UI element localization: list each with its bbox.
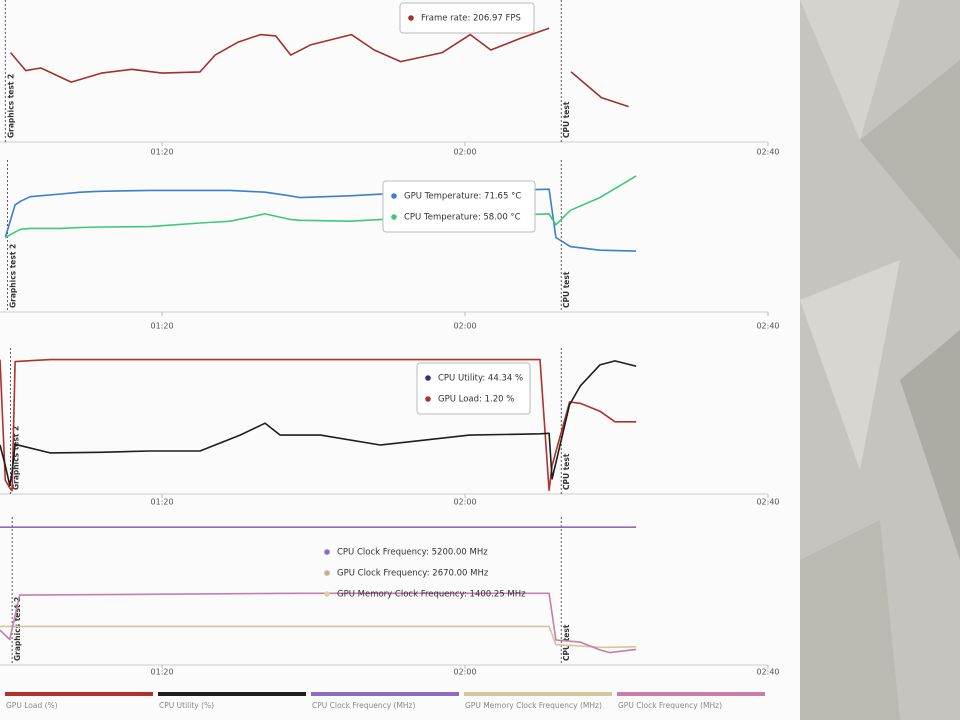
tooltip-dot bbox=[425, 396, 431, 402]
legend-label: CPU Clock Frequency (MHz) bbox=[312, 701, 415, 710]
x-tick-label: 02:40 bbox=[756, 148, 779, 157]
test-marker-label: CPU test bbox=[562, 271, 571, 308]
tooltip: Frame rate: 206.97 FPS bbox=[399, 2, 535, 34]
tooltip-box bbox=[399, 2, 535, 34]
facet bbox=[900, 330, 960, 560]
tooltip: CPU Clock Frequency: 5200.00 MHz GPU Cloc… bbox=[324, 548, 526, 600]
legend-swatch bbox=[617, 692, 765, 696]
tooltip-dot bbox=[324, 570, 330, 576]
facet bbox=[860, 60, 960, 260]
test-marker-label: Graphics test 2 bbox=[12, 426, 21, 490]
series-line bbox=[4, 188, 637, 252]
tooltip-text: GPU Memory Clock Frequency: 1400.25 MHz bbox=[337, 590, 526, 600]
tooltip-dot bbox=[324, 549, 330, 555]
tooltip: CPU Utility: 44.34 % GPU Load: 1.20 % bbox=[416, 362, 531, 415]
x-tick-label: 01:20 bbox=[151, 498, 174, 507]
test-marker-label: Graphics test 2 bbox=[9, 244, 18, 308]
tooltip-text: Frame rate: 206.97 FPS bbox=[421, 14, 521, 24]
tooltip-box bbox=[382, 180, 536, 233]
legend-swatch bbox=[158, 692, 306, 696]
tooltip-dot bbox=[391, 214, 397, 220]
series-line bbox=[0, 625, 637, 649]
test-marker-label: CPU test bbox=[562, 101, 571, 138]
facet bbox=[800, 520, 900, 720]
x-tick-label: 02:00 bbox=[454, 322, 477, 331]
tooltip-text: GPU Clock Frequency: 2670.00 MHz bbox=[337, 569, 489, 579]
legend-label: GPU Clock Frequency (MHz) bbox=[618, 701, 722, 710]
facet bbox=[800, 0, 900, 140]
x-tick-label: 02:00 bbox=[454, 498, 477, 507]
tooltip-dot bbox=[408, 15, 414, 21]
series-line bbox=[0, 360, 637, 487]
test-marker-label: Graphics test 2 bbox=[13, 597, 22, 661]
legend-swatch bbox=[311, 692, 459, 696]
test-marker-label: CPU test bbox=[562, 624, 571, 661]
tooltip-text: GPU Temperature: 71.65 °C bbox=[404, 192, 521, 202]
x-tick-label: 02:00 bbox=[454, 148, 477, 157]
x-tick-label: 02:40 bbox=[756, 668, 779, 677]
tooltip-dot bbox=[391, 193, 397, 199]
background-photo bbox=[800, 0, 960, 720]
tooltip-dot bbox=[425, 375, 431, 381]
legend-swatch bbox=[5, 692, 153, 696]
legend-label: GPU Load (%) bbox=[6, 701, 58, 710]
x-tick-label: 01:20 bbox=[151, 148, 174, 157]
legend-label: GPU Memory Clock Frequency (MHz) bbox=[465, 701, 602, 710]
x-tick-label: 02:40 bbox=[756, 498, 779, 507]
test-marker-label: Graphics test 2 bbox=[6, 74, 15, 138]
tooltip-dot bbox=[324, 591, 330, 597]
tooltip-text: GPU Load: 1.20 % bbox=[438, 395, 514, 405]
tooltip-text: CPU Clock Frequency: 5200.00 MHz bbox=[337, 548, 488, 558]
legend-swatch bbox=[464, 692, 612, 696]
x-tick-label: 01:20 bbox=[151, 668, 174, 677]
series-line bbox=[9, 27, 629, 108]
x-tick-label: 02:40 bbox=[756, 322, 779, 331]
test-marker-label: CPU test bbox=[562, 453, 571, 490]
x-tick-label: 01:20 bbox=[151, 322, 174, 331]
legend-label: CPU Utility (%) bbox=[159, 701, 214, 710]
x-tick-label: 02:00 bbox=[454, 668, 477, 677]
facet bbox=[800, 260, 900, 470]
tooltip-text: CPU Temperature: 58.00 °C bbox=[404, 213, 521, 223]
tooltip-text: CPU Utility: 44.34 % bbox=[438, 374, 523, 384]
series-line bbox=[0, 592, 637, 654]
series-line bbox=[0, 358, 637, 492]
tooltip-box bbox=[416, 362, 531, 415]
tooltip: GPU Temperature: 71.65 °C CPU Temperature… bbox=[382, 180, 536, 233]
series-line bbox=[4, 175, 637, 239]
